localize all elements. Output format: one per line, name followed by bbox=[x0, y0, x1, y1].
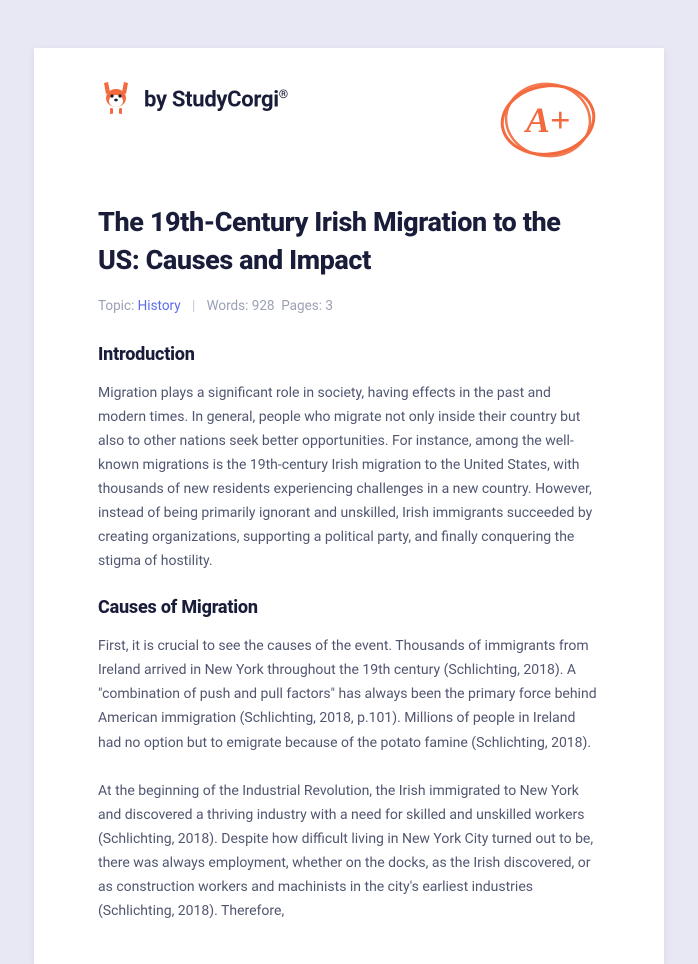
brand-prefix: by bbox=[144, 88, 172, 113]
page-title: The 19th-Century Irish Migration to the … bbox=[98, 204, 600, 280]
section-heading-causes: Causes of Migration bbox=[98, 597, 600, 618]
grade-text: A+ bbox=[524, 100, 571, 140]
paragraph: At the beginning of the Industrial Revol… bbox=[98, 779, 600, 923]
topic-link[interactable]: History bbox=[138, 298, 181, 314]
meta-row: Topic: History | Words: 928 Pages: 3 bbox=[98, 298, 600, 314]
paragraph: Migration plays a significant role in so… bbox=[98, 381, 600, 574]
document-page: by StudyCorgi® A+ The 19th-Century Irish… bbox=[34, 48, 664, 964]
words-label: Words: bbox=[207, 298, 252, 314]
words-value: 928 bbox=[252, 298, 275, 314]
corgi-logo-icon bbox=[98, 80, 134, 120]
paragraph: First, it is crucial to see the causes o… bbox=[98, 634, 600, 754]
section-heading-intro: Introduction bbox=[98, 344, 600, 365]
topic-label: Topic: bbox=[98, 298, 138, 314]
pages-value: 3 bbox=[325, 298, 333, 314]
brand-name: StudyCorgi bbox=[172, 88, 279, 113]
header-row: by StudyCorgi® A+ bbox=[98, 80, 600, 160]
pages-label: Pages: bbox=[281, 298, 325, 314]
grade-badge: A+ bbox=[496, 80, 600, 160]
brand-text: by StudyCorgi® bbox=[144, 87, 288, 112]
meta-separator: | bbox=[192, 298, 195, 314]
brand-block: by StudyCorgi® bbox=[98, 80, 288, 120]
registered-mark: ® bbox=[279, 87, 288, 101]
